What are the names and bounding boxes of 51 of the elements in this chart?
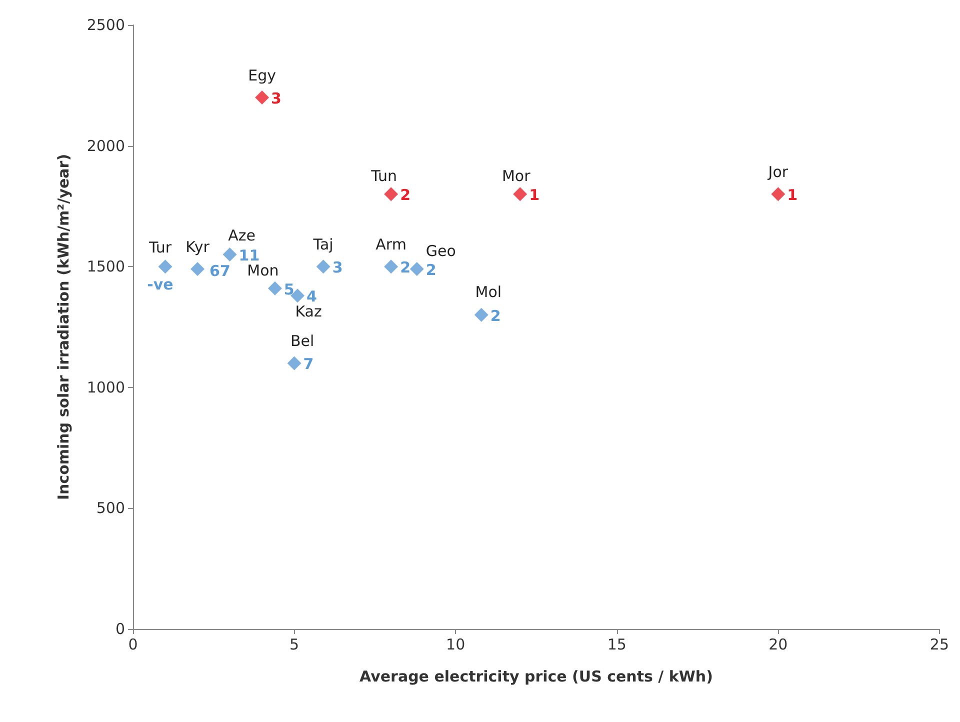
annotation: Egy	[248, 66, 276, 84]
point	[158, 260, 172, 274]
annotation: Arm	[376, 236, 406, 254]
annotation: 3	[271, 89, 282, 108]
annotation: Geo	[426, 242, 456, 260]
x-tick-label: 5	[290, 636, 300, 654]
y-tick-label: 1000	[86, 378, 125, 396]
annotation: 7	[303, 355, 314, 374]
annotation: Kyr	[186, 238, 210, 256]
annotation: Aze	[228, 226, 256, 245]
point	[513, 187, 528, 202]
annotation: Tun	[370, 167, 398, 186]
y-tick-label: 500	[96, 499, 125, 518]
y-axis-title: Incoming solar irradiation (kWh/m²/year)	[54, 154, 72, 500]
point	[222, 248, 237, 262]
annotation: 2	[490, 306, 501, 325]
x-axis-title: Average electricity price (US cents / kWh)	[360, 668, 713, 686]
x-tick-label: 20	[768, 636, 788, 654]
annotation: 2	[426, 261, 436, 280]
point	[771, 187, 786, 202]
x-tick-label: 0	[128, 636, 138, 654]
annotation: Mol	[475, 282, 502, 301]
point	[255, 90, 270, 104]
point	[474, 308, 488, 322]
point	[410, 262, 424, 276]
point	[384, 260, 398, 274]
x-tick-label: 15	[607, 636, 626, 654]
annotation: 1	[787, 186, 798, 204]
annotation: Bel	[290, 332, 314, 350]
x-tick-label: 25	[930, 636, 950, 654]
y-tick-label: 1500	[86, 258, 125, 276]
y-tick-label: 0	[115, 620, 125, 638]
annotation: 1	[529, 186, 540, 204]
point	[190, 262, 205, 276]
annotation: -ve	[147, 276, 174, 294]
annotation: 2	[400, 186, 411, 204]
annotation: 2	[400, 258, 411, 277]
y-tick-label: 2500	[86, 16, 125, 34]
annotation: Taj	[312, 236, 334, 254]
annotation: Jor	[767, 163, 789, 182]
point	[287, 356, 302, 370]
point	[268, 281, 282, 296]
annotation: 67	[210, 262, 230, 280]
annotation: Mor	[502, 167, 532, 186]
point	[316, 260, 330, 274]
x-tick-label: 10	[446, 636, 466, 654]
annotation: 5	[284, 280, 294, 298]
annotation: 3	[332, 258, 343, 277]
annotation: Tur	[148, 238, 172, 257]
y-tick-label: 2000	[86, 136, 125, 155]
point	[384, 187, 398, 202]
